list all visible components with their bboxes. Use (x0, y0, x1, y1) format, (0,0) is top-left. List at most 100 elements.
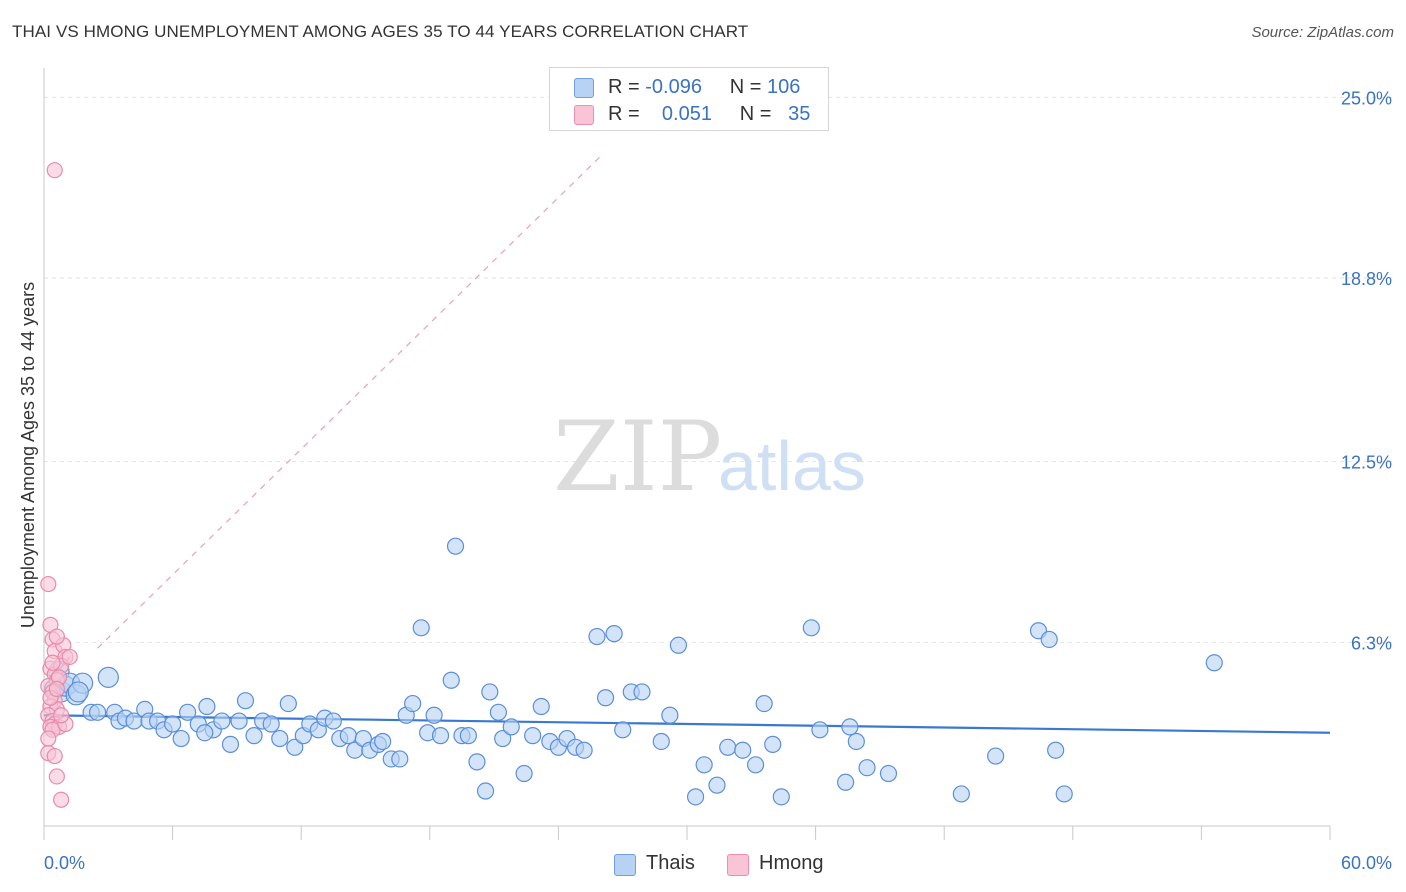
labels-layer: 6.3% 12.5% 18.8% 25.0% 0.0% 60.0% Unemployment… (18, 88, 1392, 873)
data-point-thais (446, 537, 465, 555)
data-point-thais (502, 718, 520, 736)
data-point-hmong (44, 654, 61, 671)
data-point-hmong (53, 707, 70, 724)
data-point-thais (661, 706, 679, 724)
data-point-thais (652, 732, 670, 751)
legend-n-label: N = (729, 76, 762, 98)
data-point-thais (837, 773, 855, 791)
data-point-thais (987, 747, 1005, 765)
data-point-thais (262, 715, 280, 733)
data-point-thais (802, 619, 820, 637)
data-point-thais (179, 703, 197, 721)
data-point-thais (468, 753, 486, 771)
data-point-hmong (48, 628, 65, 645)
series-label-thais: Thais (646, 852, 695, 874)
legend-swatch-hmong (574, 105, 594, 125)
data-point-thais (213, 712, 231, 730)
data-point-thais (404, 694, 422, 713)
legend-n-value: 35 (788, 103, 811, 125)
data-point-thais (532, 697, 550, 716)
data-point-thais (1040, 630, 1058, 649)
data-point-hmong (48, 768, 65, 785)
data-point-hmong (61, 648, 78, 666)
data-point-thais (847, 732, 865, 751)
data-point-thais (734, 741, 752, 759)
series-swatch-hmong (727, 854, 749, 876)
data-point-thais (236, 692, 255, 710)
watermark: ZIP atlas (553, 401, 866, 513)
data-point-thais (515, 764, 533, 783)
data-point-thais (1047, 741, 1065, 759)
data-point-hmong (46, 747, 63, 765)
data-point-thais (221, 735, 240, 753)
data-point-thais (695, 756, 713, 774)
data-point-thais (245, 727, 263, 745)
legend-r-label: R = (608, 76, 640, 98)
data-point-hmong (40, 575, 57, 593)
data-point-thais (524, 727, 542, 745)
data-point-hmong (40, 730, 57, 747)
legend-r-value: 0.051 (661, 103, 712, 125)
data-point-thais (271, 729, 289, 748)
data-point-thais (97, 666, 119, 688)
data-point-thais (88, 703, 107, 721)
data-point-thais (596, 689, 615, 707)
data-point-thais (605, 625, 623, 643)
series-label-hmong: Hmong (759, 852, 824, 874)
data-point-thais (391, 750, 409, 768)
data-point-thais (858, 759, 876, 777)
series-swatch-thais (614, 854, 636, 876)
data-point-thais (481, 683, 499, 701)
data-point-thais (719, 738, 737, 756)
data-point-thais (172, 729, 190, 748)
data-point-thais (755, 694, 773, 713)
data-point-thais (772, 788, 790, 806)
data-point-thais (196, 724, 214, 742)
grid-layer (44, 96, 1392, 643)
data-point-thais (575, 741, 593, 759)
data-point-thais (489, 703, 507, 721)
data-point-thais (459, 727, 477, 745)
y-axis-title: Unemployment Among Ages 35 to 44 years (18, 282, 38, 628)
series-legend: Thais Hmong (0, 852, 1406, 878)
data-point-thais (708, 776, 726, 794)
data-point-thais (811, 721, 829, 739)
y-tick-label: 18.8% (1341, 269, 1392, 289)
points-layer (40, 162, 1223, 808)
data-point-hmong (48, 680, 65, 698)
data-point-thais (746, 756, 765, 774)
trend-line-hmong-extrapolated (97, 155, 602, 649)
legend-swatch-thais (574, 78, 594, 98)
y-tick-label: 6.3% (1351, 633, 1392, 653)
data-point-hmong (53, 791, 70, 808)
data-point-thais (476, 782, 495, 800)
data-point-thais (431, 727, 450, 745)
data-point-thais (412, 619, 430, 637)
data-point-thais (286, 738, 304, 756)
x-tick-label: 60.0% (1341, 853, 1392, 873)
data-point-thais (425, 706, 443, 724)
data-point-thais (588, 627, 606, 646)
data-point-thais (164, 715, 182, 733)
y-tick-label: 25.0% (1341, 88, 1392, 108)
legend-r-value: -0.096 (645, 76, 702, 98)
data-point-thais (230, 712, 248, 730)
data-point-thais (952, 785, 970, 803)
data-point-thais (324, 712, 342, 730)
data-point-thais (686, 788, 705, 806)
data-point-thais (879, 764, 898, 783)
data-point-thais (374, 732, 392, 751)
data-point-thais (198, 697, 216, 716)
data-point-thais (633, 683, 651, 701)
x-tick-label: 0.0% (44, 853, 85, 873)
legend-n-value: 106 (767, 76, 801, 98)
watermark-zip: ZIP (553, 401, 722, 513)
data-point-thais (1055, 785, 1073, 803)
data-point-thais (442, 671, 460, 689)
data-point-thais (841, 718, 859, 736)
data-point-hmong (46, 162, 63, 179)
data-point-thais (67, 681, 89, 703)
data-point-thais (339, 727, 357, 745)
chart-title: THAI VS HMONG UNEMPLOYMENT AMONG AGES 35… (12, 22, 749, 41)
